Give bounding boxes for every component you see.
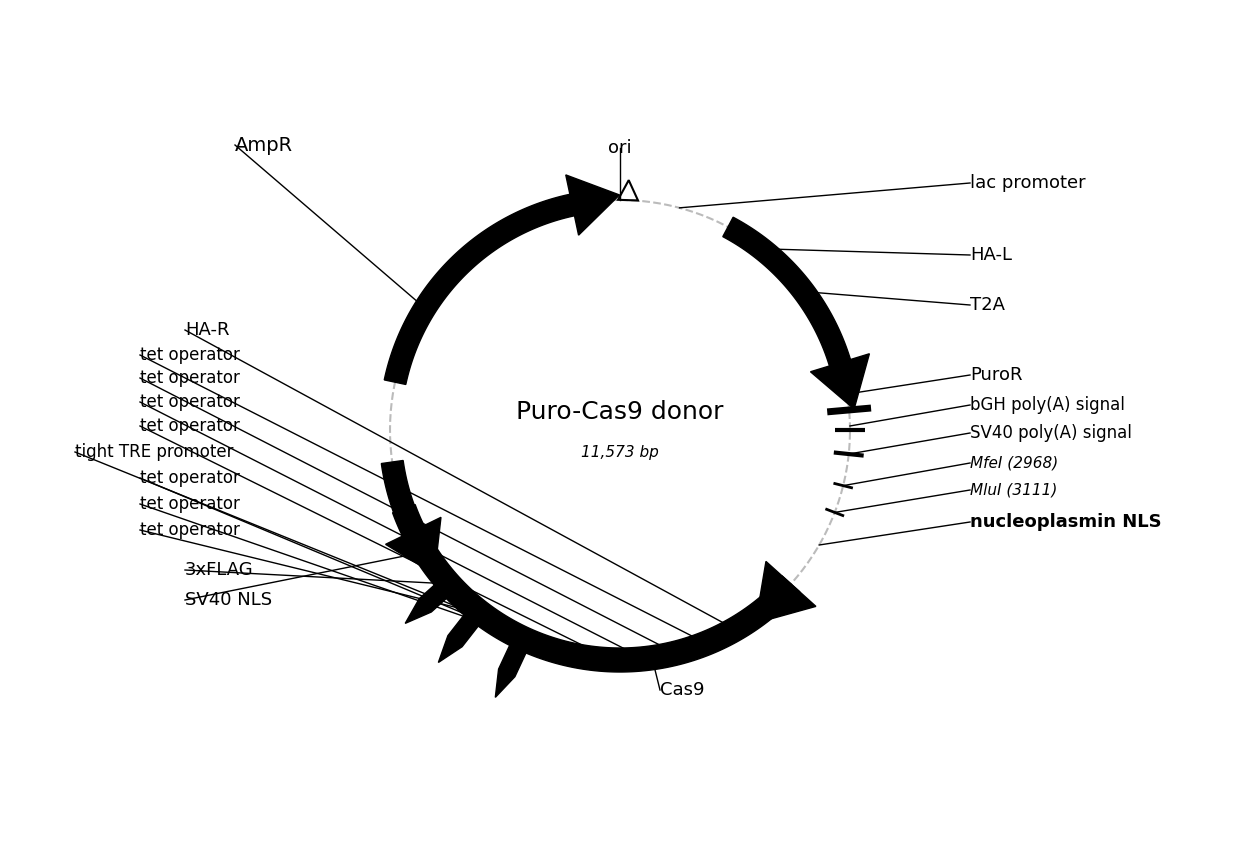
Text: tet operator: tet operator bbox=[140, 495, 239, 513]
Polygon shape bbox=[565, 174, 620, 235]
Text: tet operator: tet operator bbox=[140, 521, 239, 539]
Polygon shape bbox=[755, 562, 816, 623]
Text: T2A: T2A bbox=[970, 296, 1004, 314]
Polygon shape bbox=[386, 518, 441, 574]
Text: HA-R: HA-R bbox=[185, 321, 229, 339]
Text: lac promoter: lac promoter bbox=[970, 174, 1086, 192]
Text: 3xFLAG: 3xFLAG bbox=[185, 561, 254, 579]
Text: MfeI (2968): MfeI (2968) bbox=[970, 456, 1058, 470]
Text: tet operator: tet operator bbox=[140, 417, 239, 435]
Text: SV40 NLS: SV40 NLS bbox=[185, 591, 272, 609]
Text: Cas9: Cas9 bbox=[660, 681, 704, 699]
Text: nucleoplasmin NLS: nucleoplasmin NLS bbox=[970, 513, 1162, 531]
Polygon shape bbox=[382, 461, 423, 535]
Text: MluI (3111): MluI (3111) bbox=[970, 483, 1058, 497]
Text: Puro-Cas9 donor: Puro-Cas9 donor bbox=[516, 400, 724, 424]
Polygon shape bbox=[439, 606, 486, 662]
Text: SV40 poly(A) signal: SV40 poly(A) signal bbox=[970, 424, 1132, 442]
Text: HA-L: HA-L bbox=[970, 246, 1012, 264]
Text: PuroR: PuroR bbox=[970, 366, 1023, 384]
Polygon shape bbox=[811, 354, 869, 409]
Text: 11,573 bp: 11,573 bp bbox=[582, 445, 658, 460]
Polygon shape bbox=[393, 505, 800, 672]
Text: tet operator: tet operator bbox=[140, 369, 239, 387]
Text: tet operator: tet operator bbox=[140, 393, 239, 411]
Polygon shape bbox=[495, 634, 531, 697]
Polygon shape bbox=[405, 577, 455, 623]
Polygon shape bbox=[384, 194, 574, 385]
Text: tight TRE promoter: tight TRE promoter bbox=[74, 443, 233, 461]
Text: tet operator: tet operator bbox=[140, 469, 239, 487]
Text: bGH poly(A) signal: bGH poly(A) signal bbox=[970, 396, 1125, 414]
Text: ori: ori bbox=[608, 139, 632, 157]
Polygon shape bbox=[723, 217, 851, 366]
Text: tet operator: tet operator bbox=[140, 346, 239, 364]
Text: AmpR: AmpR bbox=[236, 136, 293, 154]
